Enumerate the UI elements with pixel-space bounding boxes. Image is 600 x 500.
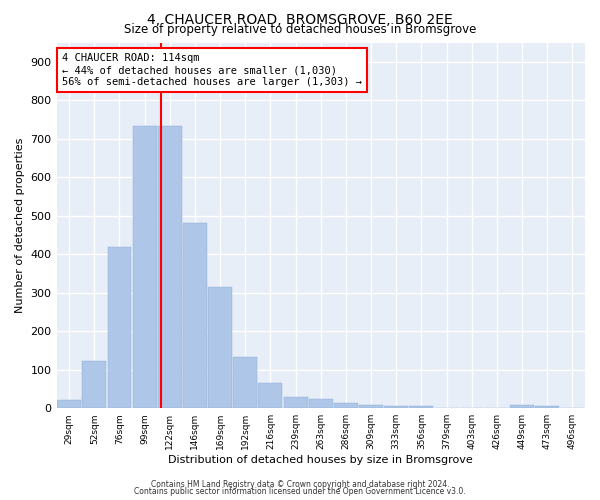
Bar xyxy=(208,287,232,408)
Bar xyxy=(233,357,257,408)
Bar xyxy=(259,383,283,408)
Bar xyxy=(510,405,534,408)
Bar xyxy=(284,397,308,408)
Text: 4, CHAUCER ROAD, BROMSGROVE, B60 2EE: 4, CHAUCER ROAD, BROMSGROVE, B60 2EE xyxy=(147,12,453,26)
Text: Contains public sector information licensed under the Open Government Licence v3: Contains public sector information licen… xyxy=(134,488,466,496)
Bar xyxy=(334,403,358,408)
Bar xyxy=(535,406,559,408)
Text: Size of property relative to detached houses in Bromsgrove: Size of property relative to detached ho… xyxy=(124,22,476,36)
Bar xyxy=(309,400,333,408)
Text: 4 CHAUCER ROAD: 114sqm
← 44% of detached houses are smaller (1,030)
56% of semi-: 4 CHAUCER ROAD: 114sqm ← 44% of detached… xyxy=(62,54,362,86)
Bar xyxy=(359,405,383,408)
Bar xyxy=(133,126,157,408)
Bar xyxy=(183,222,207,408)
Bar xyxy=(57,400,81,408)
X-axis label: Distribution of detached houses by size in Bromsgrove: Distribution of detached houses by size … xyxy=(169,455,473,465)
Text: Contains HM Land Registry data © Crown copyright and database right 2024.: Contains HM Land Registry data © Crown c… xyxy=(151,480,449,489)
Bar xyxy=(158,126,182,408)
Bar xyxy=(82,361,106,408)
Bar xyxy=(385,406,408,408)
Bar xyxy=(409,406,433,408)
Bar xyxy=(107,248,131,408)
Y-axis label: Number of detached properties: Number of detached properties xyxy=(15,138,25,313)
